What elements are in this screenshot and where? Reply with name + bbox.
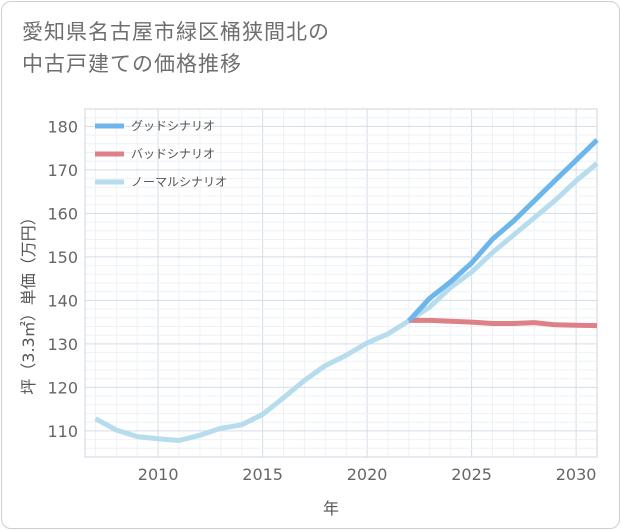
price-trend-chart: 110 120 130 140 150 160 170 180 2010 2015 2020 2025…: [0, 0, 621, 530]
y-tick-label: 170: [47, 161, 78, 180]
legend-label-bad: バッドシナリオ: [131, 147, 215, 161]
y-axis-label: 坪（3.3㎡）単価（万円）: [19, 209, 38, 394]
x-tick-label: 2030: [556, 465, 597, 484]
y-tick-label: 180: [47, 117, 78, 136]
x-tick-label: 2010: [138, 465, 179, 484]
x-axis-label: 年: [323, 499, 339, 518]
x-tick-label: 2020: [347, 465, 388, 484]
grid-lines: [85, 109, 597, 457]
y-tick-label: 150: [47, 248, 78, 267]
y-tick-label: 110: [47, 422, 78, 441]
legend-label-normal: ノーマルシナリオ: [131, 175, 227, 189]
y-tick-label: 160: [47, 204, 78, 223]
x-tick-label: 2025: [451, 465, 492, 484]
y-tick-label: 130: [47, 335, 78, 354]
x-tick-label: 2015: [242, 465, 283, 484]
y-tick-label: 140: [47, 291, 78, 310]
legend-label-good: グッドシナリオ: [131, 119, 215, 133]
y-tick-label: 120: [47, 378, 78, 397]
series-line-bad: [409, 320, 597, 325]
